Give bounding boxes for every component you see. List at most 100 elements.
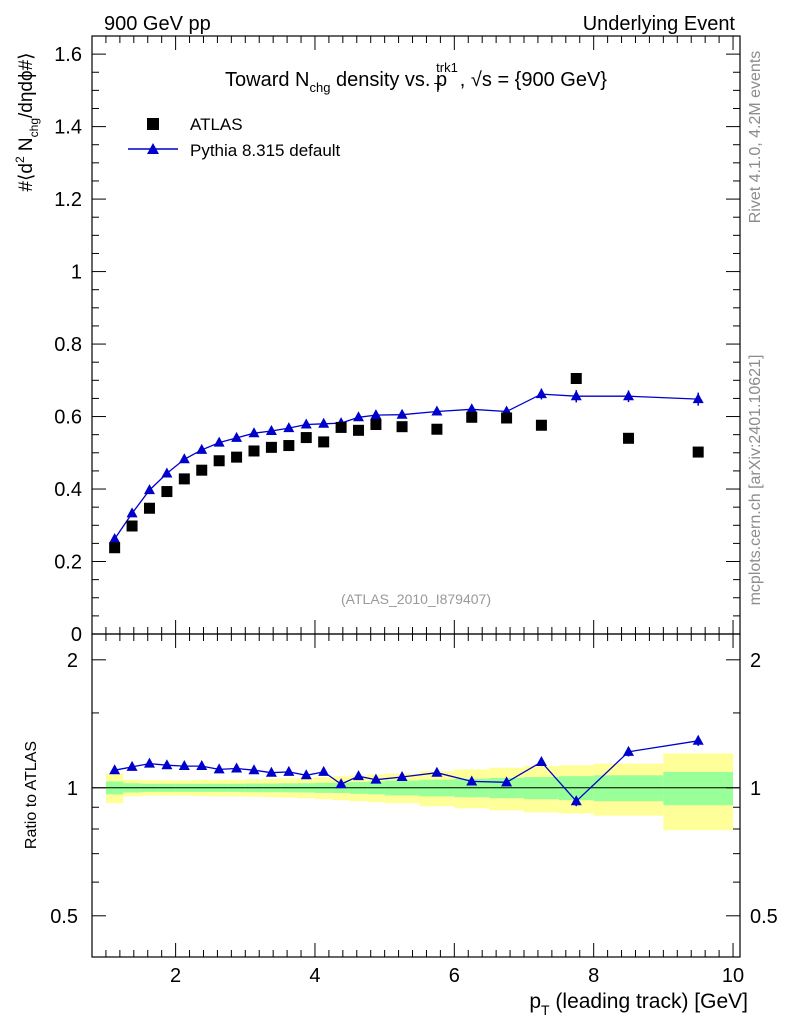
- legend-pythia-marker: [147, 143, 159, 154]
- header-right: Underlying Event: [583, 13, 736, 35]
- ratio-point: [431, 766, 443, 777]
- x-tick-label: 6: [449, 965, 460, 987]
- ratio-point: [143, 757, 155, 768]
- ratio-point: [318, 765, 330, 776]
- ratio-y-tick-label-right: 0.5: [750, 906, 778, 928]
- pythia-point: [466, 403, 478, 414]
- atlas-point: [318, 436, 330, 448]
- ratio-panel: 0.5 0.5 1 1 2 2 2 4 6 8 10 Ratio to ATLAS pT (lea…: [23, 633, 778, 1018]
- x-axis-label: pT (leading track) [GeV]: [529, 990, 748, 1018]
- atlas-point: [231, 451, 243, 463]
- main-y-tick-label: 0.2: [54, 552, 82, 574]
- main-y-tick-label: 1: [71, 262, 82, 284]
- ratio-y-axis-label: Ratio to ATLAS: [23, 741, 40, 849]
- pythia-point: [161, 467, 173, 478]
- ratio-point: [213, 763, 225, 774]
- main-y-tick-label: 0.8: [54, 334, 82, 356]
- ratio-point: [692, 734, 704, 745]
- ratio-point: [248, 764, 260, 775]
- ratio-point: [370, 773, 382, 784]
- pythia-point: [692, 393, 704, 404]
- atlas-point: [213, 455, 225, 467]
- pythia-point: [178, 453, 190, 464]
- ratio-x-ticks: 2 4 6 8 10: [105, 634, 744, 987]
- analysis-watermark: (ATLAS_2010_I879407): [341, 591, 491, 607]
- ratio-point: [466, 775, 478, 786]
- ratio-point: [353, 770, 365, 781]
- ratio-point: [126, 760, 138, 771]
- rivet-version-label: Rivet 4.1.0, 4.2M events: [747, 51, 764, 224]
- ratio-frame: [91, 633, 741, 958]
- ratio-point: [283, 765, 295, 776]
- ratio-y-tick-label: 0.5: [50, 906, 78, 928]
- pythia-point: [318, 417, 330, 428]
- ratio-y-tick-label: 2: [67, 650, 78, 672]
- main-y-tick-label: 0.6: [54, 407, 82, 429]
- main-y-tick-label: 1.2: [54, 189, 82, 211]
- main-y-tick-label: 0.4: [54, 479, 82, 501]
- legend-atlas-label: ATLAS: [190, 115, 243, 134]
- pythia-point: [126, 507, 138, 518]
- x-tick-label: 8: [588, 965, 599, 987]
- x-tick-label: 4: [309, 965, 320, 987]
- ratio-y-tick-label: 1: [67, 778, 78, 800]
- atlas-point: [623, 432, 635, 444]
- x-tick-label: 2: [170, 965, 181, 987]
- pythia-point: [213, 436, 225, 447]
- ratio-band-inner: [663, 771, 734, 806]
- pythia-point: [353, 411, 365, 422]
- atlas-point: [431, 423, 443, 435]
- ratio-y-tick-label-right: 2: [750, 650, 761, 672]
- atlas-point: [126, 520, 138, 532]
- main-y-tick-label: 1.4: [54, 117, 82, 139]
- plot-title: Toward Nchg density vs. ptrk1 T, √s = {90…: [225, 60, 607, 95]
- ratio-point: [335, 778, 347, 789]
- ratio-point: [265, 766, 277, 777]
- ratio-point: [570, 795, 582, 806]
- main-y-axis-label: #⟨d2 Nchg/dηdϕ#⟩: [13, 52, 41, 191]
- pythia-point: [396, 408, 408, 419]
- atlas-point: [501, 412, 513, 424]
- header-left: 900 GeV pp: [104, 13, 211, 35]
- pythia-point: [196, 443, 208, 454]
- ratio-point: [396, 771, 408, 782]
- mcplots-label: mcplots.cern.ch [arXiv:2401.10621]: [747, 355, 764, 606]
- atlas-point: [535, 419, 547, 431]
- main-y-tick-label: 1.6: [54, 44, 82, 66]
- atlas-point: [370, 419, 382, 431]
- legend-pythia-label: Pythia 8.315 default: [190, 141, 341, 160]
- ratio-point: [300, 769, 312, 780]
- atlas-point: [248, 445, 260, 457]
- ratio-point: [231, 762, 243, 773]
- atlas-point: [335, 421, 347, 433]
- ratio-point: [161, 759, 173, 770]
- pythia-point: [109, 533, 121, 544]
- main-series: [109, 372, 704, 554]
- pythia-point: [143, 484, 155, 495]
- atlas-point: [265, 441, 277, 453]
- atlas-point: [353, 424, 365, 436]
- atlas-point: [143, 502, 155, 514]
- ratio-point: [535, 755, 547, 766]
- ratio-point: [501, 776, 513, 787]
- ratio-y-ticks: 0.5 0.5 1 1 2 2: [50, 650, 778, 928]
- ratio-point: [196, 760, 208, 771]
- main-y-ticks: 0 0.2 0.4 0.6 0.8 1 1.2 1.4 1.6: [54, 44, 740, 646]
- pythia-point: [535, 388, 547, 399]
- pythia-point: [248, 427, 260, 438]
- pythia-point: [283, 422, 295, 433]
- atlas-point: [109, 542, 121, 554]
- legend: ATLAS Pythia 8.315 default: [128, 115, 341, 160]
- atlas-point: [396, 421, 408, 433]
- atlas-point: [466, 411, 478, 423]
- main-x-ticks: [105, 36, 734, 634]
- main-y-tick-label: 0: [71, 624, 82, 646]
- pythia-point: [431, 405, 443, 416]
- ratio-point: [109, 764, 121, 775]
- atlas-point: [283, 440, 295, 452]
- atlas-point: [178, 473, 190, 485]
- ratio-series: [109, 734, 704, 807]
- ratio-y-tick-label-right: 1: [750, 778, 761, 800]
- atlas-point: [300, 432, 312, 444]
